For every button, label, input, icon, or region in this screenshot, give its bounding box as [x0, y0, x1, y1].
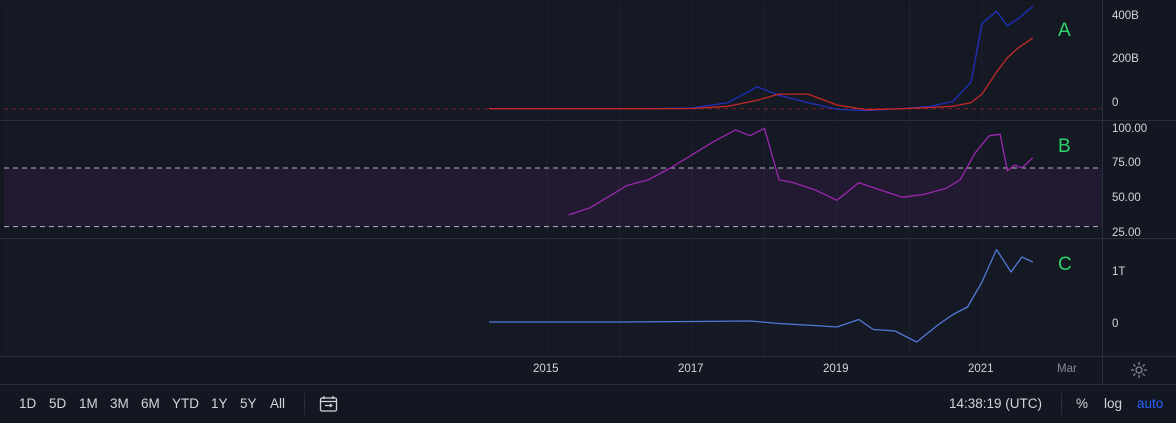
y-tick-label: 0 — [1112, 97, 1119, 109]
clock-time[interactable]: 14:38:19 (UTC) — [949, 396, 1043, 411]
range-button-3m[interactable]: 3M — [110, 396, 129, 411]
range-button-5d[interactable]: 5D — [49, 396, 67, 411]
pane-separator[interactable] — [0, 238, 1176, 239]
gear-icon[interactable] — [1130, 361, 1148, 379]
series-line-pane-c-blue — [489, 248, 1034, 343]
pane-c-area[interactable] — [4, 239, 1102, 355]
pane-b-area[interactable] — [4, 121, 1102, 237]
series-line-pane-a-blue — [489, 5, 1034, 112]
log-toggle[interactable]: log — [1104, 396, 1123, 411]
range-button-ytd[interactable]: YTD — [172, 396, 199, 411]
toolbar-divider — [1061, 393, 1062, 415]
x-tick-label: 2017 — [678, 363, 704, 375]
chart-canvas[interactable] — [0, 0, 1176, 384]
y-tick-label: 1T — [1112, 266, 1126, 278]
series-line-pane-b-purple — [568, 127, 1034, 216]
x-tick-label: 2019 — [823, 363, 849, 375]
price-scale-separator — [1102, 0, 1103, 384]
range-button-all[interactable]: All — [270, 396, 286, 411]
percent-toggle[interactable]: % — [1076, 396, 1089, 411]
y-tick-label: 75.00 — [1112, 157, 1141, 169]
x-tick-label: Mar — [1057, 363, 1077, 375]
toolbar-divider — [304, 393, 305, 415]
auto-toggle[interactable]: auto — [1137, 396, 1164, 411]
pane-a-area[interactable] — [4, 2, 1102, 119]
x-tick-label: 2015 — [533, 363, 559, 375]
rsi-band-fill — [4, 168, 1102, 227]
range-button-6m[interactable]: 6M — [141, 396, 160, 411]
y-tick-label: 50.00 — [1112, 192, 1141, 204]
bottom-toolbar: 1D 5D 1M 3M 6M YTD 1Y 5Y All 14:38:19 (U… — [0, 384, 1176, 423]
range-button-5y[interactable]: 5Y — [240, 396, 257, 411]
pane-b-letter: B — [1058, 136, 1071, 157]
y-tick-label: 100.00 — [1112, 123, 1148, 135]
pane-c-letter: C — [1058, 254, 1072, 275]
pane-separator[interactable] — [0, 120, 1176, 121]
range-button-1d[interactable]: 1D — [19, 396, 37, 411]
x-axis-separator — [0, 356, 1176, 357]
pane-a-letter: A — [1058, 20, 1071, 41]
y-tick-label: 25.00 — [1112, 227, 1141, 239]
y-tick-label: 400B — [1112, 10, 1139, 22]
calendar-range-icon[interactable] — [319, 395, 339, 413]
series-line-pane-a-red — [489, 37, 1034, 111]
range-button-1m[interactable]: 1M — [79, 396, 98, 411]
x-tick-label: 2021 — [968, 363, 994, 375]
y-tick-label: 0 — [1112, 318, 1119, 330]
y-tick-label: 200B — [1112, 53, 1139, 65]
range-button-1y[interactable]: 1Y — [211, 396, 228, 411]
